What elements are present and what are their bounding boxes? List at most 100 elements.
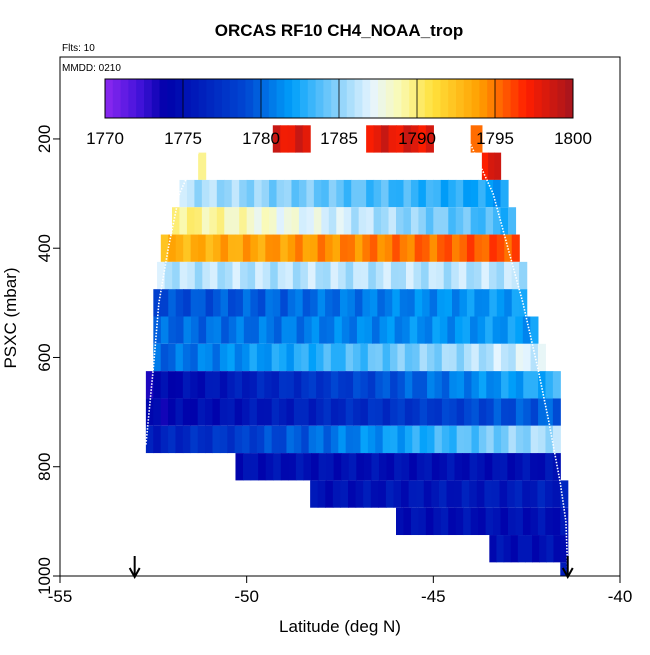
heatmap-cell <box>209 179 218 208</box>
heatmap-cell <box>175 234 184 262</box>
heatmap-cell <box>496 234 505 262</box>
flight-track-line <box>145 152 199 445</box>
heatmap-cell <box>284 207 293 235</box>
heatmap-cell <box>326 316 335 344</box>
heatmap-cell <box>251 316 260 344</box>
heatmap-cell <box>463 207 472 235</box>
heatmap-cell <box>508 371 517 399</box>
heatmap-cell <box>298 179 307 208</box>
heatmap-cell <box>367 425 376 454</box>
heatmap-cell <box>183 316 192 344</box>
heatmap-cell <box>514 453 524 481</box>
heatmap-cell <box>368 261 377 290</box>
heatmap-cell <box>504 261 513 290</box>
heatmap-cell <box>373 207 382 235</box>
heatmap-cell <box>378 453 388 481</box>
heatmap-cell <box>507 453 516 481</box>
colorbar-tick-label: 1795 <box>476 129 514 148</box>
heatmap-cell <box>187 261 196 290</box>
heatmap-cell <box>441 343 450 372</box>
heatmap-cell <box>227 425 236 454</box>
heatmap-cell <box>441 425 450 454</box>
heatmap-cell <box>493 371 502 399</box>
heatmap-cell <box>216 207 225 235</box>
heatmap-cell <box>451 261 460 290</box>
colorbar-segment <box>463 79 473 118</box>
heatmap-cell <box>341 316 350 344</box>
heatmap-cell <box>348 453 357 481</box>
heatmap-cell <box>508 425 517 454</box>
heatmap-cell <box>168 425 177 454</box>
heatmap-cell <box>323 371 332 399</box>
heatmap-cell <box>403 179 412 208</box>
colorbar-segment <box>214 79 223 118</box>
heatmap-cell <box>481 152 489 180</box>
heatmap-cell <box>153 316 162 344</box>
heatmap-cell <box>316 343 325 372</box>
heatmap-cell <box>537 343 546 372</box>
heatmap-cell <box>186 179 195 208</box>
heatmap-cell <box>462 453 471 481</box>
colorbar-segment <box>346 79 356 118</box>
colorbar-segment <box>401 79 410 118</box>
heatmap-cell <box>197 371 206 399</box>
heatmap-cell <box>523 425 532 454</box>
heatmap-cell <box>371 316 381 344</box>
heatmap-cell <box>301 371 310 399</box>
heatmap-cell <box>220 234 229 262</box>
heatmap-cell <box>464 371 473 399</box>
heatmap-cell <box>326 453 335 481</box>
heatmap-cell <box>264 343 273 372</box>
heatmap-cell <box>440 207 449 235</box>
heatmap-cell <box>390 371 399 399</box>
heatmap-cell <box>384 234 393 262</box>
heatmap-cell <box>499 453 508 481</box>
heatmap-cell <box>190 343 199 372</box>
heatmap-cell <box>397 398 406 426</box>
heatmap-cell <box>422 289 431 317</box>
heatmap-cell <box>347 289 356 317</box>
heatmap-cell <box>224 207 233 235</box>
colorbar-segment <box>362 79 371 118</box>
heatmap-cell <box>478 507 487 536</box>
heatmap-cell <box>247 261 256 290</box>
heatmap-cell <box>212 371 221 399</box>
heatmap-cell <box>366 125 375 153</box>
heatmap-cell <box>456 343 465 372</box>
heatmap-cell <box>168 398 177 426</box>
heatmap-cell <box>280 234 289 262</box>
heatmap-cell <box>485 179 494 208</box>
heatmap-cell <box>313 179 322 208</box>
heatmap-cell <box>538 371 547 399</box>
heatmap-cell <box>261 179 270 208</box>
heatmap-cell <box>501 371 510 399</box>
heatmap-cell <box>375 371 384 399</box>
heatmap-cell <box>390 343 399 372</box>
heatmap-cell <box>478 425 487 454</box>
colorbar-segment <box>417 79 426 118</box>
heatmap-cell <box>522 453 531 481</box>
heatmap-cell <box>291 207 300 235</box>
heatmap-cell <box>511 234 520 262</box>
heatmap-cell <box>280 453 289 481</box>
heatmap-cell <box>269 207 278 235</box>
colorbar-segment <box>323 79 332 118</box>
heatmap-cell <box>446 453 456 481</box>
colorbar-segment <box>549 79 558 118</box>
heatmap-cell <box>418 207 427 235</box>
heatmap-cell <box>366 207 375 235</box>
heatmap-cell <box>458 261 467 290</box>
heatmap-cell <box>300 261 309 290</box>
heatmap-cell <box>545 453 554 481</box>
heatmap-cell <box>398 261 407 290</box>
heatmap-cell <box>397 371 406 399</box>
heatmap-cell <box>333 453 342 481</box>
heatmap-cell <box>190 371 199 399</box>
heatmap-cell <box>153 289 162 317</box>
heatmap-cell <box>362 289 371 317</box>
heatmap-cell <box>332 289 341 317</box>
heatmap-cell <box>205 425 214 454</box>
heatmap-cell <box>175 343 184 372</box>
heatmap-cell <box>448 179 457 208</box>
